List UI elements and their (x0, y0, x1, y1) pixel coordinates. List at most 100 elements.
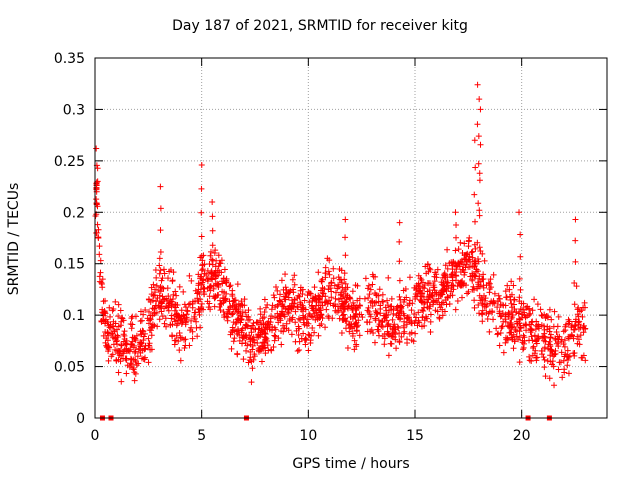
data-point (341, 305, 348, 312)
data-point (316, 307, 323, 314)
data-point (340, 311, 347, 318)
data-point (396, 316, 403, 323)
data-point (207, 283, 214, 290)
data-point (108, 331, 115, 338)
data-point (247, 354, 254, 361)
data-point (247, 349, 254, 356)
data-point (479, 307, 486, 314)
data-point (306, 312, 313, 319)
data-point (513, 309, 520, 316)
data-point (456, 263, 463, 270)
data-point (164, 285, 171, 292)
data-point (332, 289, 339, 296)
data-point (448, 272, 455, 279)
data-point (388, 333, 395, 340)
data-point (210, 293, 217, 300)
data-point (303, 336, 310, 343)
data-point (417, 296, 424, 303)
data-point (142, 307, 149, 314)
data-point (282, 293, 289, 300)
data-point (547, 331, 554, 338)
data-point (95, 226, 102, 233)
data-point (402, 286, 409, 293)
x-axis-label: GPS time / hours (292, 456, 410, 472)
data-point (474, 81, 481, 88)
data-point (580, 322, 587, 329)
data-point (158, 308, 165, 315)
data-point (439, 312, 446, 319)
data-point (576, 341, 583, 348)
data-point (364, 285, 371, 292)
data-point (459, 266, 466, 273)
data-point (278, 328, 285, 335)
data-point (322, 270, 329, 277)
data-point (353, 341, 360, 348)
data-point (351, 302, 357, 309)
data-point (468, 249, 475, 256)
data-point (475, 301, 482, 308)
data-point (452, 247, 459, 254)
data-point (464, 290, 471, 297)
data-point (201, 285, 208, 292)
data-point (531, 332, 538, 339)
data-point (169, 332, 176, 339)
data-point (153, 274, 160, 281)
data-point (560, 328, 567, 335)
data-point (328, 288, 335, 295)
data-point (540, 333, 547, 340)
data-point (347, 295, 354, 302)
data-point (257, 311, 264, 318)
data-point (393, 304, 400, 311)
data-point (444, 265, 451, 272)
data-point (516, 320, 523, 327)
data-point (151, 305, 158, 312)
data-point (161, 320, 168, 327)
data-point (282, 271, 289, 278)
data-point (396, 258, 403, 265)
data-point (163, 297, 170, 304)
data-point (296, 346, 303, 353)
data-point (390, 310, 397, 317)
data-point (165, 293, 172, 300)
data-point (530, 343, 537, 350)
grid (95, 58, 607, 418)
data-point (561, 343, 568, 350)
axis-ticks: 0 0.05 0.1 0.15 0.2 0.25 0.3 0.35 0 5 10 15 20 (54, 51, 607, 444)
data-point (157, 205, 164, 212)
data-point (306, 310, 313, 317)
data-point (424, 299, 431, 306)
data-point (510, 282, 517, 289)
data-point (474, 256, 481, 263)
data-point (460, 261, 467, 268)
data-point (270, 343, 277, 350)
data-point (258, 327, 265, 334)
data-point (472, 245, 479, 252)
y-tick-label: 0.15 (54, 257, 85, 273)
data-point (188, 317, 195, 324)
data-point (544, 326, 551, 333)
data-point (208, 256, 215, 263)
data-point (474, 239, 481, 246)
data-point (192, 309, 199, 316)
data-point (209, 242, 216, 249)
data-point (321, 286, 328, 293)
data-point (248, 358, 255, 365)
data-point (159, 298, 166, 305)
data-point (172, 288, 179, 295)
data-point (336, 315, 343, 322)
x-tick-label: 0 (91, 428, 100, 444)
data-point (156, 255, 163, 262)
data-point (163, 323, 170, 330)
data-point (497, 301, 504, 308)
data-point (209, 276, 216, 283)
data-point (397, 296, 404, 303)
data-point (158, 277, 165, 284)
data-point (531, 296, 538, 303)
data-point (198, 233, 205, 240)
data-point (408, 337, 415, 344)
data-point (339, 284, 346, 291)
data-point (580, 352, 587, 359)
data-point (450, 286, 457, 293)
data-point (109, 307, 116, 314)
data-point (474, 268, 481, 275)
